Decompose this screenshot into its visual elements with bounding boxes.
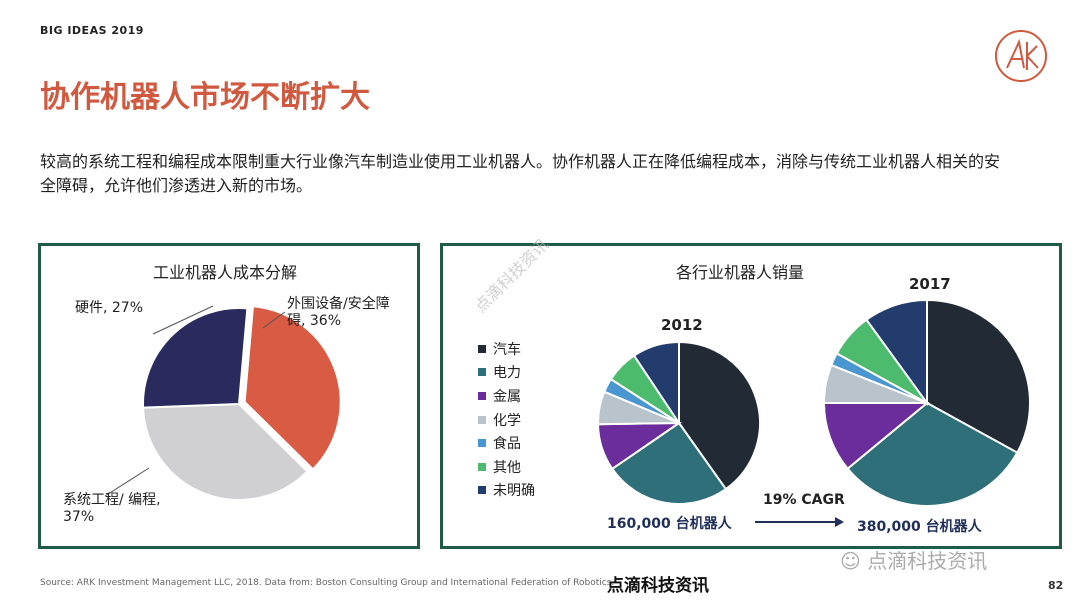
legend-item-metal: 金属 bbox=[478, 384, 535, 408]
leader-line bbox=[104, 467, 150, 497]
wechat-watermark: ☺ 点滴科技资讯 bbox=[840, 549, 988, 573]
legend-swatch bbox=[478, 462, 486, 471]
legend-item-other: 其他 bbox=[478, 455, 535, 479]
year-2017-label: 2017 bbox=[909, 275, 951, 293]
industry-legend: 汽车 电力 金属 化学 食品 其他 未明确 bbox=[478, 337, 535, 502]
leader-line bbox=[262, 311, 286, 329]
legend-item-chemical: 化学 bbox=[478, 408, 535, 432]
report-tag: BIG IDEAS 2019 bbox=[40, 24, 144, 37]
pie-2017-slice-metal bbox=[822, 402, 930, 471]
slice-label-peripheral: 外围设备/安全障 碍, 36% bbox=[287, 296, 390, 329]
pie-2017-slice-power bbox=[846, 401, 1019, 507]
legend-item-auto: 汽车 bbox=[478, 337, 535, 361]
bottom-watermark: 点滴科技资讯 bbox=[607, 576, 709, 596]
robot-sales-panel: 各行业机器人销量 2012 2017 160,000 台机器人 380,000 … bbox=[440, 243, 1062, 549]
legend-swatch bbox=[478, 344, 486, 353]
pie-slice-engineering bbox=[142, 402, 309, 501]
pie-2017-slice-unspecified bbox=[865, 298, 928, 407]
cagr-annotation: 19% CAGR bbox=[763, 492, 845, 508]
page-number: 82 bbox=[1048, 579, 1064, 592]
page-title: 协作机器人市场不断扩大 bbox=[40, 80, 370, 115]
pie-2017-slice-auto bbox=[926, 298, 1031, 454]
legend-swatch bbox=[478, 415, 486, 424]
sales-pie-charts bbox=[596, 298, 1031, 507]
legend-item-food: 食品 bbox=[478, 431, 535, 455]
total-2017: 380,000 台机器人 bbox=[857, 519, 982, 535]
cagr-arrow-icon bbox=[755, 517, 844, 527]
sales-chart-title: 各行业机器人销量 bbox=[676, 263, 805, 282]
slice-label-hardware: 硬件, 27% bbox=[75, 300, 144, 316]
leader-line bbox=[152, 305, 214, 335]
source-note: Source: ARK Investment Management LLC, 2… bbox=[40, 578, 615, 588]
legend-swatch bbox=[478, 439, 486, 448]
legend-swatch bbox=[478, 486, 486, 495]
cost-breakdown-panel: 工业机器人成本分解 外围设备/安全障 碍, 36% 系统工程/ 编程, 37% … bbox=[38, 243, 420, 549]
ark-logo bbox=[995, 30, 1047, 82]
pie-slice-peripheral bbox=[243, 305, 342, 471]
cost-pie-chart bbox=[104, 305, 342, 501]
year-2012-label: 2012 bbox=[661, 316, 703, 334]
wechat-icon: ☺ bbox=[840, 549, 861, 573]
pie-2012-slice-auto bbox=[678, 340, 761, 491]
legend-item-power: 电力 bbox=[478, 361, 535, 385]
pie-slice-hardware bbox=[142, 307, 249, 409]
page-description: 较高的系统工程和编程成本限制重大行业像汽车制造业使用工业机器人。协作机器人正在降… bbox=[40, 152, 1001, 195]
cost-chart-title: 工业机器人成本分解 bbox=[153, 263, 298, 282]
pie-2012-slice-unspecified bbox=[632, 340, 680, 427]
legend-swatch bbox=[478, 368, 486, 377]
slice-label-engineering: 系统工程/ 编程, 37% bbox=[63, 492, 161, 525]
total-2012: 160,000 台机器人 bbox=[607, 516, 732, 532]
pie-2012-slice-power bbox=[610, 421, 728, 505]
legend-swatch bbox=[478, 391, 486, 400]
legend-item-unspecified: 未明确 bbox=[478, 479, 535, 503]
